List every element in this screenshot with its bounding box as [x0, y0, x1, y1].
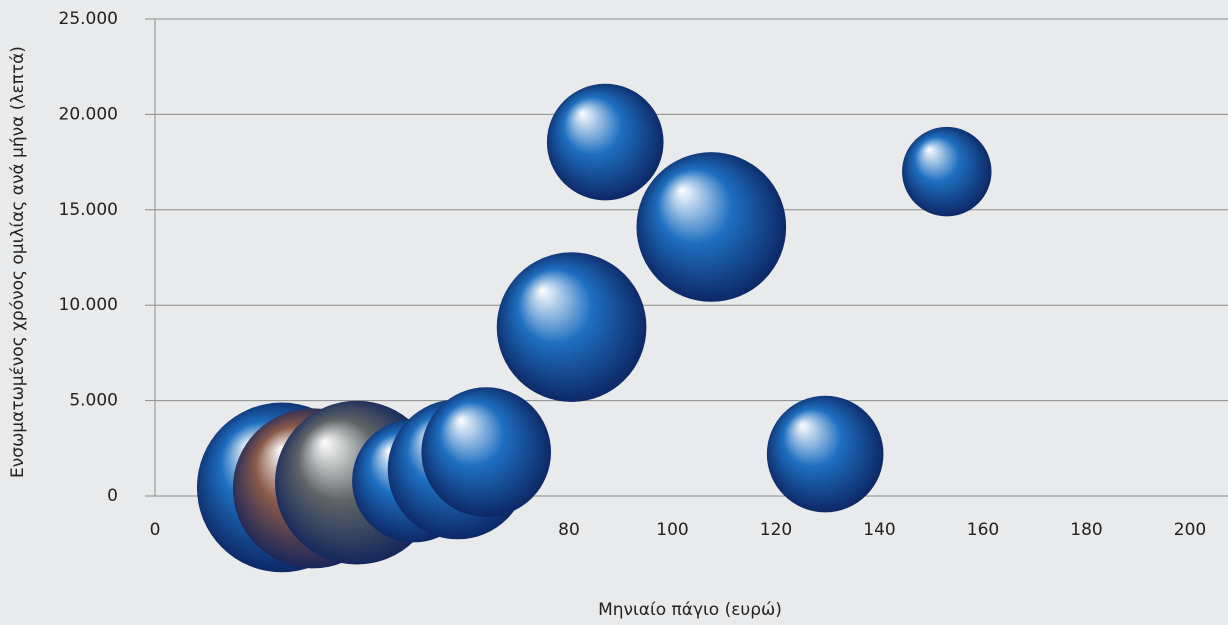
- x-tick-label: 120: [760, 520, 792, 540]
- bubble: [902, 126, 992, 217]
- bubble: [546, 83, 664, 201]
- y-tick-label: 15.000: [59, 200, 118, 220]
- bubble: [496, 252, 647, 402]
- x-tick-label: 160: [967, 520, 999, 540]
- bubble: [766, 395, 884, 513]
- bubble: [636, 152, 787, 302]
- y-axis-title: Ενσωματωμένος χρόνος ομιλίας ανά μήνα (λ…: [8, 46, 28, 478]
- y-tick-label: 10.000: [59, 295, 118, 315]
- bubble: [421, 387, 552, 517]
- y-tick-label: 5.000: [69, 391, 118, 411]
- x-tick-label: 100: [656, 520, 688, 540]
- x-tick-label: 180: [1070, 520, 1102, 540]
- x-tick-label: 80: [558, 520, 580, 540]
- y-tick-label: 0: [107, 486, 118, 506]
- x-axis-title: Μηνιαίο πάγιο (ευρώ): [598, 600, 782, 620]
- x-tick-label: 200: [1174, 520, 1206, 540]
- y-tick-label: 25.000: [59, 9, 118, 29]
- x-tick-label: 140: [863, 520, 895, 540]
- x-tick-label: 0: [150, 520, 161, 540]
- y-tick-label: 20.000: [59, 104, 118, 124]
